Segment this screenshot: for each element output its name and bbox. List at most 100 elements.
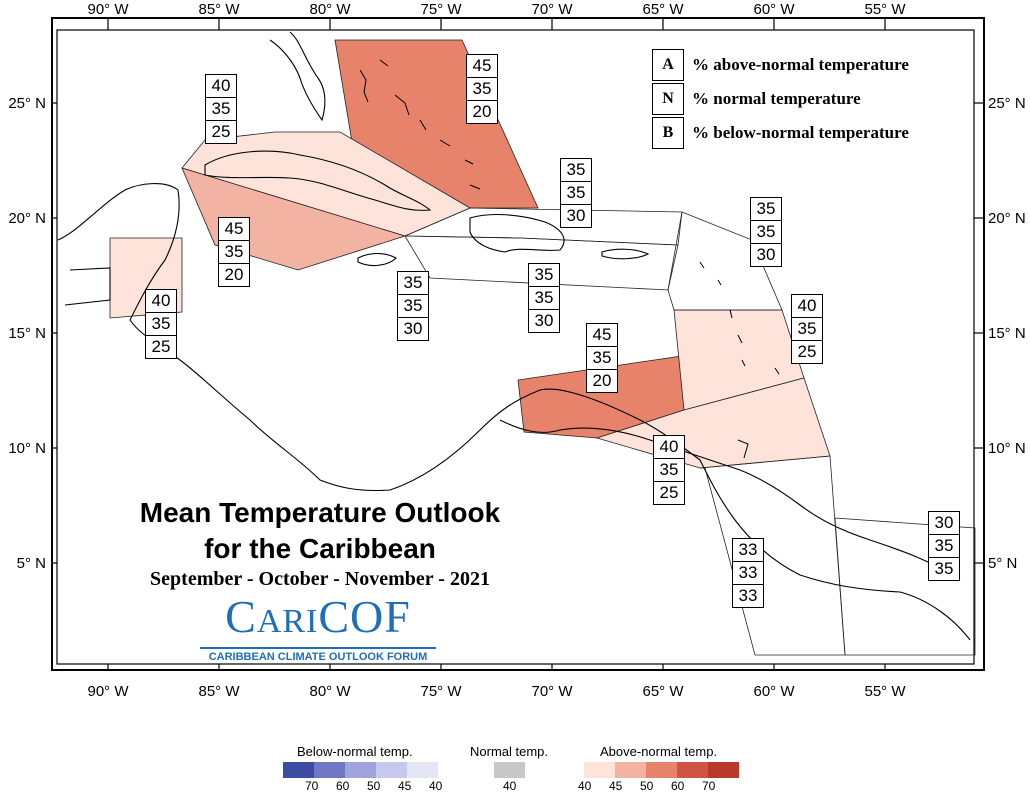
lon-label: 90° W [87,683,129,700]
lon-label: 80° W [309,683,351,700]
colorbar-label: 70 [305,779,319,793]
below-value: 30 [403,319,423,338]
island [469,184,481,190]
lat-label: 20° N [8,210,46,227]
lon-labels-bottom: 90° W 85° W 80° W 75° W 70° W 65° W 60° … [87,683,906,700]
below-value: 25 [211,122,231,141]
island [717,279,722,286]
normal-value: 35 [792,318,822,341]
below-value: 20 [472,102,492,121]
above-value: 45 [219,218,249,241]
logo-cof: COF [318,591,411,642]
above-value: 40 [146,290,176,313]
above-value: 45 [467,55,497,78]
below-value: 30 [756,245,776,264]
logo-c: C [225,591,257,642]
above-value: 40 [206,75,236,98]
key-letter-n: N [652,83,684,115]
swatch-above-40 [584,762,615,778]
normal-value: 33 [733,562,763,585]
legend-key: A % above-normal temperature N % normal … [652,48,909,150]
swatch-below-70 [283,762,314,778]
region-label-hispaniola-north: 35 35 30 [560,158,592,228]
colorbar-label: 70 [702,779,716,793]
lon-label: 65° W [642,683,684,700]
normal-value: 35 [146,313,176,336]
above-value: 40 [792,295,822,318]
region-label-trinidad-tobago: 40 35 25 [653,435,685,505]
above-value: 33 [733,539,763,562]
below-value: 25 [151,337,171,356]
island [741,359,746,367]
colorbar-above-title: Above-normal temp. [600,744,718,759]
swatch-above-50 [646,762,677,778]
island [379,59,389,67]
logo-wordmark: CARICOF [198,592,438,647]
above-value: 40 [654,436,684,459]
island [737,334,743,344]
swatch-above-45 [615,762,646,778]
normal-value: 35 [467,78,497,101]
region-label-leeward-islands: 35 35 30 [750,197,782,267]
normal-value: 35 [654,459,684,482]
below-value: 25 [659,483,679,502]
below-value: 35 [934,559,954,578]
colorbar-label: 60 [336,779,350,793]
lon-label: 75° W [420,683,462,700]
normal-value: 35 [561,182,591,205]
lon-label: 60° W [753,683,795,700]
island [394,94,410,116]
lat-label: 10° N [8,440,46,457]
normal-value: 35 [929,535,959,558]
lon-label: 55° W [864,1,906,18]
lon-label: 85° W [198,1,240,18]
key-text-above: % above-normal temperature [692,55,909,74]
lat-label: 25° N [988,95,1026,112]
normal-value: 35 [529,287,559,310]
lat-label: 5° N [988,555,1017,572]
below-value: 20 [224,265,244,284]
above-value: 35 [529,264,559,287]
key-row-normal: N % normal temperature [652,82,909,116]
region-label-guyana: 33 33 33 [732,538,764,608]
swatch-above-60 [677,762,708,778]
key-text-below: % below-normal temperature [692,123,909,142]
lon-label: 75° W [420,1,462,18]
colorbar-normal-title: Normal temp. [470,744,549,759]
logo-rule [200,647,436,649]
lon-label: 90° W [87,1,129,18]
colorbar-label: 50 [640,779,654,793]
island [464,159,474,165]
normal-value: 35 [206,98,236,121]
key-letter-a: A [652,49,684,81]
above-value: 35 [751,198,781,221]
key-row-above: A % above-normal temperature [652,48,909,82]
map-title-line2: for the Caribbean [204,533,436,564]
colorbar-label: 45 [609,779,623,793]
region-label-bahamas-turks: 45 35 20 [466,54,498,124]
key-text-normal: % normal temperature [692,89,861,108]
above-value: 35 [561,159,591,182]
puerto-rico-outline [601,248,650,260]
below-value: 33 [738,586,758,605]
colorbar-label: 45 [398,779,412,793]
logo-ari: ARI [256,603,319,640]
lon-labels-top: 90° W 85° W 80° W 75° W 70° W 65° W 60° … [87,1,906,18]
region-label-windward-islands: 40 35 25 [791,294,823,364]
lat-labels-right: 25° N 20° N 15° N 10° N 5° N [988,95,1026,572]
region-label-cayman-jamaica-west: 45 35 20 [218,217,250,287]
region-label-northwest-bahamas-cuba: 40 35 25 [205,74,237,144]
axis-ticks [52,18,984,670]
region-label-jamaica: 35 35 30 [397,271,429,341]
lon-label: 80° W [309,1,351,18]
below-value: 20 [592,371,612,390]
hispaniola-outline [469,214,565,253]
swatch-below-40 [407,762,438,778]
lat-label: 25° N [8,95,46,112]
bahamas-islands [359,59,481,190]
below-value: 30 [534,311,554,330]
lon-label: 55° W [864,683,906,700]
colorbar-label: 40 [578,779,592,793]
lat-label: 15° N [8,325,46,342]
florida-outline [269,31,326,122]
